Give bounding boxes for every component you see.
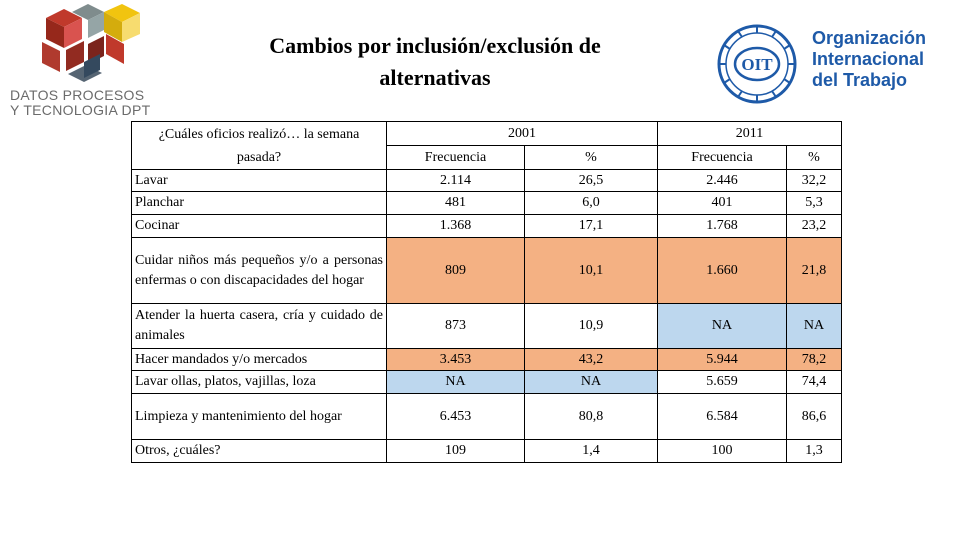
cell-frecuencia-2001: 2.114: [386, 169, 525, 192]
cell-pct-2011: 86,6: [786, 393, 842, 440]
cell-frecuencia-2011: 5.659: [657, 370, 787, 394]
cell-frecuencia-2001: NA: [386, 370, 525, 394]
table-header-row-sub: Frecuencia % Frecuencia %: [132, 145, 842, 170]
cell-pct-2011: 32,2: [786, 169, 842, 192]
oit-emblem-icon: OIT: [717, 24, 797, 104]
table-row: Cocinar 1.368 17,1 1.768 23,2: [131, 214, 842, 238]
cell-pct-2011: NA: [786, 303, 842, 349]
table-row: Planchar 481 6,0 401 5,3: [131, 191, 842, 215]
table-row: Lavar 2.114 26,5 2.446 32,2: [131, 169, 842, 192]
year-2001-header: 2001: [386, 121, 658, 146]
cell-pct-2011: 5,3: [786, 191, 842, 215]
dpt-logo: DATOS PROCESOS Y TECNOLOGIA DPT: [2, 4, 162, 122]
row-label: Otros, ¿cuáles?: [131, 439, 387, 463]
cell-pct-2011: 23,2: [786, 214, 842, 238]
cell-frecuencia-2001: 1.368: [386, 214, 525, 238]
row-label: Lavar ollas, platos, vajillas, loza: [131, 370, 387, 394]
cell-pct-2011: 1,3: [786, 439, 842, 463]
cell-frecuencia-2001: 109: [386, 439, 525, 463]
cell-frecuencia-2011: 2.446: [657, 169, 787, 192]
cell-frecuencia-2011: 1.768: [657, 214, 787, 238]
cell-frecuencia-2001: 6.453: [386, 393, 525, 440]
oit-line1: Organización: [812, 28, 927, 48]
table-header-row-years: ¿Cuáles oficios realizó… la semana pasad…: [131, 121, 842, 170]
cell-pct-2001: 10,1: [524, 237, 658, 304]
cell-pct-2001: 43,2: [524, 348, 658, 371]
subheader-pct-2001: %: [524, 145, 658, 170]
cell-frecuencia-2011: 1.660: [657, 237, 787, 304]
oficios-table: ¿Cuáles oficios realizó… la semana pasad…: [131, 121, 842, 463]
table-row: Limpieza y mantenimiento del hogar 6.453…: [131, 393, 842, 440]
row-label: Planchar: [131, 191, 387, 215]
question-header: ¿Cuáles oficios realizó… la semana pasad…: [131, 121, 387, 170]
cell-frecuencia-2011: NA: [657, 303, 787, 349]
cell-pct-2001: NA: [524, 370, 658, 394]
table-row: Cuidar niños más pequeños y/o a personas…: [131, 237, 842, 304]
cell-pct-2001: 80,8: [524, 393, 658, 440]
row-label: Cocinar: [131, 214, 387, 238]
year-2011-header: 2011: [657, 121, 842, 146]
cell-pct-2001: 1,4: [524, 439, 658, 463]
subheader-frecuencia-2001: Frecuencia: [386, 145, 525, 170]
dpt-logo-line1: DATOS PROCESOS: [10, 87, 145, 103]
oit-logo: OIT Organización Internacional del Traba…: [712, 22, 952, 110]
cell-frecuencia-2011: 5.944: [657, 348, 787, 371]
oit-line2: Internacional: [812, 49, 925, 69]
cell-pct-2001: 17,1: [524, 214, 658, 238]
table-row: Hacer mandados y/o mercados 3.453 43,2 5…: [131, 348, 842, 371]
cell-frecuencia-2011: 401: [657, 191, 787, 215]
dpt-logo-line2: Y TECNOLOGIA DPT: [10, 102, 151, 118]
cell-frecuencia-2001: 3.453: [386, 348, 525, 371]
cube-logo-icon: [42, 4, 140, 82]
cell-pct-2011: 21,8: [786, 237, 842, 304]
cell-frecuencia-2011: 100: [657, 439, 787, 463]
title-line2: alternativas: [379, 65, 491, 90]
cell-frecuencia-2011: 6.584: [657, 393, 787, 440]
table-row: Otros, ¿cuáles? 109 1,4 100 1,3: [131, 439, 842, 463]
oit-line3: del Trabajo: [812, 70, 908, 90]
cell-pct-2001: 6,0: [524, 191, 658, 215]
row-label: Limpieza y mantenimiento del hogar: [131, 393, 387, 440]
cell-pct-2001: 26,5: [524, 169, 658, 192]
page-title: Cambios por inclusión/exclusión de alter…: [200, 30, 670, 94]
subheader-pct-2011: %: [786, 145, 842, 170]
cell-pct-2011: 78,2: [786, 348, 842, 371]
table-row: Lavar ollas, platos, vajillas, loza NA N…: [131, 370, 842, 394]
title-line1: Cambios por inclusión/exclusión de: [269, 33, 601, 58]
row-label: Cuidar niños más pequeños y/o a personas…: [131, 237, 387, 304]
cell-pct-2001: 10,9: [524, 303, 658, 349]
row-label: Atender la huerta casera, cría y cuidado…: [131, 303, 387, 349]
cell-frecuencia-2001: 481: [386, 191, 525, 215]
oit-name: Organización Internacional del Trabajo: [812, 28, 926, 91]
row-label: Lavar: [131, 169, 387, 192]
row-label: Hacer mandados y/o mercados: [131, 348, 387, 371]
cell-frecuencia-2001: 873: [386, 303, 525, 349]
oit-emblem-text: OIT: [741, 55, 773, 74]
cell-pct-2011: 74,4: [786, 370, 842, 394]
subheader-frecuencia-2011: Frecuencia: [657, 145, 787, 170]
cell-frecuencia-2001: 809: [386, 237, 525, 304]
table-row: Atender la huerta casera, cría y cuidado…: [131, 303, 842, 349]
